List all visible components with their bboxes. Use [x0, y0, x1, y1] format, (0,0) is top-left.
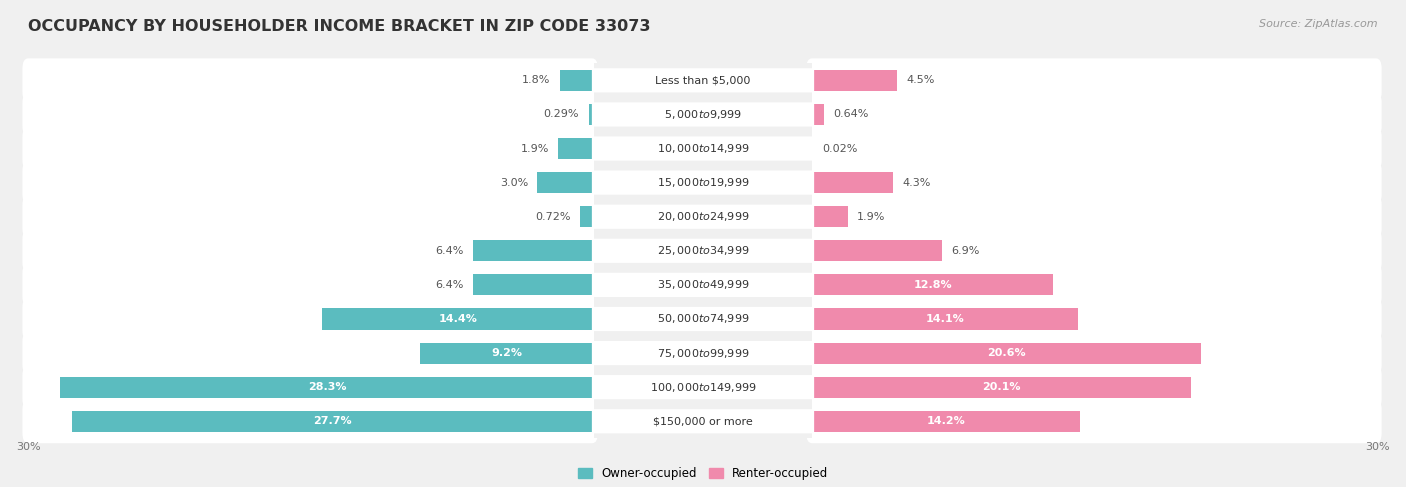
Text: 14.1%: 14.1%: [925, 314, 965, 324]
FancyBboxPatch shape: [22, 161, 598, 205]
Text: 12.8%: 12.8%: [914, 280, 952, 290]
FancyBboxPatch shape: [592, 307, 814, 331]
FancyBboxPatch shape: [22, 195, 598, 239]
Bar: [558, 138, 593, 159]
FancyBboxPatch shape: [806, 399, 1382, 443]
FancyBboxPatch shape: [806, 93, 1382, 136]
FancyBboxPatch shape: [592, 68, 814, 93]
FancyBboxPatch shape: [806, 58, 1382, 102]
FancyBboxPatch shape: [806, 331, 1382, 375]
FancyBboxPatch shape: [22, 331, 598, 375]
FancyBboxPatch shape: [592, 102, 814, 127]
Bar: [813, 308, 1078, 330]
Text: 20.6%: 20.6%: [987, 348, 1025, 358]
Bar: [72, 411, 593, 432]
Text: Less than $5,000: Less than $5,000: [655, 75, 751, 85]
Text: 6.4%: 6.4%: [436, 246, 464, 256]
Text: 14.4%: 14.4%: [439, 314, 478, 324]
Text: $10,000 to $14,999: $10,000 to $14,999: [657, 142, 749, 155]
FancyBboxPatch shape: [592, 205, 814, 229]
Bar: [813, 376, 1191, 398]
Bar: [813, 104, 824, 125]
Text: $5,000 to $9,999: $5,000 to $9,999: [664, 108, 742, 121]
Bar: [420, 342, 593, 364]
FancyBboxPatch shape: [806, 365, 1382, 409]
Bar: [813, 274, 1053, 296]
FancyBboxPatch shape: [806, 127, 1382, 170]
FancyBboxPatch shape: [806, 263, 1382, 307]
Text: 1.9%: 1.9%: [858, 212, 886, 222]
Text: $15,000 to $19,999: $15,000 to $19,999: [657, 176, 749, 189]
Text: 0.02%: 0.02%: [821, 144, 858, 153]
Text: 1.8%: 1.8%: [522, 75, 551, 85]
Bar: [474, 240, 593, 262]
Text: 28.3%: 28.3%: [308, 382, 346, 392]
Text: 4.5%: 4.5%: [907, 75, 935, 85]
Bar: [813, 411, 1080, 432]
FancyBboxPatch shape: [592, 375, 814, 399]
Text: 20.1%: 20.1%: [983, 382, 1021, 392]
Text: OCCUPANCY BY HOUSEHOLDER INCOME BRACKET IN ZIP CODE 33073: OCCUPANCY BY HOUSEHOLDER INCOME BRACKET …: [28, 19, 651, 35]
Text: $100,000 to $149,999: $100,000 to $149,999: [650, 381, 756, 393]
Text: 27.7%: 27.7%: [314, 416, 352, 426]
Bar: [813, 342, 1201, 364]
FancyBboxPatch shape: [592, 136, 814, 161]
Text: 0.29%: 0.29%: [544, 110, 579, 119]
Bar: [813, 172, 893, 193]
FancyBboxPatch shape: [22, 399, 598, 443]
FancyBboxPatch shape: [806, 195, 1382, 239]
Text: $50,000 to $74,999: $50,000 to $74,999: [657, 313, 749, 325]
FancyBboxPatch shape: [592, 273, 814, 297]
Text: $75,000 to $99,999: $75,000 to $99,999: [657, 347, 749, 359]
Text: 0.64%: 0.64%: [834, 110, 869, 119]
FancyBboxPatch shape: [592, 239, 814, 263]
FancyBboxPatch shape: [22, 229, 598, 273]
Bar: [60, 376, 593, 398]
Bar: [537, 172, 593, 193]
FancyBboxPatch shape: [806, 229, 1382, 273]
Text: $150,000 or more: $150,000 or more: [654, 416, 752, 426]
FancyBboxPatch shape: [592, 409, 814, 433]
Bar: [560, 70, 593, 91]
Bar: [322, 308, 593, 330]
Text: 6.4%: 6.4%: [436, 280, 464, 290]
FancyBboxPatch shape: [806, 297, 1382, 341]
Text: 14.2%: 14.2%: [927, 416, 966, 426]
Text: 0.72%: 0.72%: [536, 212, 571, 222]
FancyBboxPatch shape: [22, 127, 598, 170]
Text: 4.3%: 4.3%: [903, 178, 931, 187]
Text: 6.9%: 6.9%: [952, 246, 980, 256]
FancyBboxPatch shape: [22, 93, 598, 136]
Text: $25,000 to $34,999: $25,000 to $34,999: [657, 244, 749, 257]
Bar: [589, 104, 593, 125]
Text: $20,000 to $24,999: $20,000 to $24,999: [657, 210, 749, 223]
Bar: [581, 206, 593, 227]
Text: Source: ZipAtlas.com: Source: ZipAtlas.com: [1260, 19, 1378, 30]
FancyBboxPatch shape: [806, 161, 1382, 205]
Text: 1.9%: 1.9%: [520, 144, 548, 153]
Text: $35,000 to $49,999: $35,000 to $49,999: [657, 279, 749, 291]
FancyBboxPatch shape: [22, 297, 598, 341]
Bar: [813, 70, 897, 91]
Bar: [813, 240, 942, 262]
FancyBboxPatch shape: [592, 341, 814, 365]
FancyBboxPatch shape: [22, 365, 598, 409]
Text: 9.2%: 9.2%: [492, 348, 523, 358]
Text: 3.0%: 3.0%: [499, 178, 529, 187]
Bar: [813, 206, 848, 227]
FancyBboxPatch shape: [22, 263, 598, 307]
FancyBboxPatch shape: [592, 170, 814, 195]
Legend: Owner-occupied, Renter-occupied: Owner-occupied, Renter-occupied: [578, 467, 828, 480]
FancyBboxPatch shape: [22, 58, 598, 102]
Bar: [474, 274, 593, 296]
